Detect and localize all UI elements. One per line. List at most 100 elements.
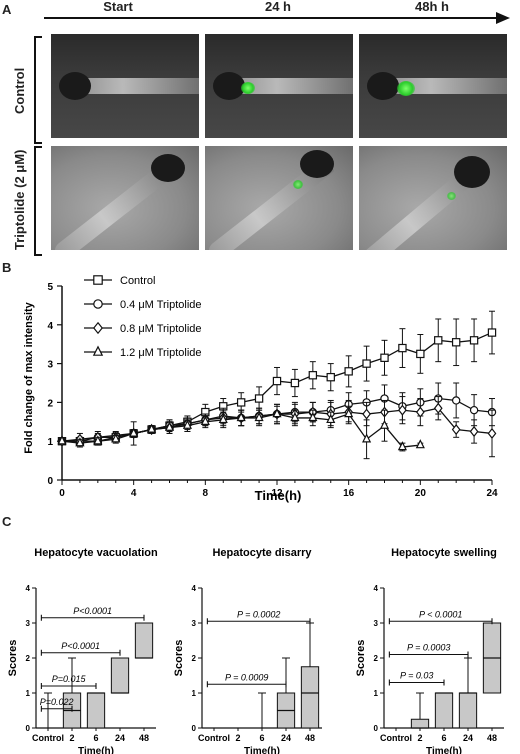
y-tick-label: 4: [374, 584, 379, 593]
y-tick-label: 4: [47, 321, 53, 332]
y-tick-label: 1: [26, 689, 31, 698]
y-tick-label: 3: [47, 360, 53, 371]
box: [300, 666, 320, 729]
y-tick-label: 5: [47, 282, 53, 293]
y-tick-label: 1: [47, 437, 53, 448]
data-point: [75, 437, 85, 447]
image-triptolide-start: [51, 146, 199, 250]
data-point: [147, 423, 157, 433]
x-tick-label: 16: [343, 488, 355, 499]
legend-item: 0.4 μM Triptolide: [84, 299, 202, 311]
x-tick-label: 48: [487, 733, 497, 743]
legend-label: 0.4 μM Triptolide: [120, 299, 202, 311]
x-tick-label: 24: [281, 733, 291, 743]
box-chart-xlabel: Time(h): [244, 746, 280, 754]
row-label-triptolide: Triptolide (2 μM): [12, 149, 27, 250]
image-control-24h: [205, 34, 353, 138]
box-charts: Hepatocyte vacuolation Scores 0 1 2 3 4 Control…: [7, 547, 504, 754]
row-bracket-triptolide: [34, 146, 42, 256]
data-point: [344, 367, 353, 376]
data-point: [129, 427, 139, 437]
box-chart-xlabel: Time(h): [426, 746, 462, 754]
legend-marker: [92, 345, 104, 356]
data-point: [164, 421, 175, 431]
y-tick-label: 2: [26, 654, 31, 663]
data-point: [362, 408, 371, 420]
legend-marker: [93, 321, 103, 335]
y-tick-label: 0: [192, 724, 197, 733]
data-point: [416, 349, 425, 359]
time-arrow: [44, 12, 510, 24]
box-chart-title: Hepatocyte swelling: [391, 547, 497, 559]
x-tick-label: 20: [415, 488, 427, 499]
header-24h: 24 h: [264, 0, 291, 14]
x-tick-label: 2: [235, 733, 240, 743]
panel-c-letter: C: [2, 514, 12, 529]
y-tick-label: 2: [47, 398, 53, 409]
data-point: [398, 343, 407, 353]
data-point: [451, 396, 461, 405]
data-point: [57, 435, 67, 445]
y-tick-label: 0: [47, 476, 53, 487]
header-start: Start: [103, 0, 133, 14]
box: [434, 692, 454, 729]
x-tick-label: 0: [59, 488, 65, 499]
data-point: [93, 435, 103, 445]
x-tick-label: 2: [417, 733, 422, 743]
data-point: [469, 405, 479, 415]
legend-label: Control: [120, 275, 155, 287]
x-tick-label: 4: [131, 488, 137, 499]
box-chart-2: Hepatocyte disarry Scores 0 1 2 3 4 Control 2 6 24…: [173, 547, 322, 754]
data-point: [362, 359, 371, 368]
x-tick-label: Control: [380, 733, 412, 743]
x-tick-label: 6: [441, 733, 446, 743]
p-value-label: P<0.0001: [73, 606, 112, 616]
x-tick-label: 2: [69, 733, 74, 743]
x-tick-label: 48: [139, 733, 149, 743]
data-point: [344, 408, 354, 418]
data-point: [111, 433, 121, 443]
x-tick-label: 48: [305, 733, 315, 743]
x-tick-label: 24: [463, 733, 473, 743]
line-chart: Fold change of max intensity Time(h) 012…: [23, 275, 498, 503]
y-tick-label: 0: [26, 724, 31, 733]
data-point: [308, 371, 318, 380]
box: [110, 657, 130, 694]
y-tick-label: 2: [374, 654, 379, 663]
box-chart-title: Hepatocyte vacuolation: [34, 547, 158, 559]
data-point: [397, 441, 407, 451]
y-tick-label: 3: [26, 619, 31, 628]
legend-item: 0.8 μM Triptolide: [84, 321, 202, 335]
image-triptolide-48h: [359, 146, 507, 250]
x-tick-label: 12: [271, 488, 283, 499]
data-point: [379, 419, 390, 429]
legend-item: Control: [84, 275, 155, 287]
series-diamond: [57, 396, 497, 458]
data-point: [487, 328, 497, 337]
data-point: [254, 411, 264, 422]
data-point: [415, 439, 425, 449]
data-point: [469, 336, 479, 345]
data-point: [326, 413, 336, 424]
legend-item: 1.2 μM Triptolide: [84, 345, 202, 359]
box-chart-xlabel: Time(h): [78, 746, 114, 754]
data-point: [362, 433, 372, 443]
data-point: [290, 411, 300, 422]
y-tick-label: 4: [192, 584, 197, 593]
p-value-label: P = 0.03: [400, 671, 433, 681]
box-chart-ylabel: Scores: [355, 640, 367, 677]
p-value-label: P = 0.0003: [407, 643, 450, 653]
data-point: [200, 415, 210, 425]
legend-label: 1.2 μM Triptolide: [120, 347, 202, 359]
x-tick-label: 24: [486, 488, 498, 499]
box-chart-ylabel: Scores: [173, 640, 185, 677]
box: [86, 692, 106, 729]
x-tick-label: 8: [203, 488, 209, 499]
line-chart-xlabel: Time(h): [255, 488, 302, 503]
data-point: [218, 413, 228, 424]
data-point: [434, 336, 443, 345]
row-bracket-control: [34, 36, 42, 144]
data-point: [236, 398, 246, 407]
p-value-label: P<0.0001: [61, 641, 100, 651]
data-point: [398, 404, 407, 416]
